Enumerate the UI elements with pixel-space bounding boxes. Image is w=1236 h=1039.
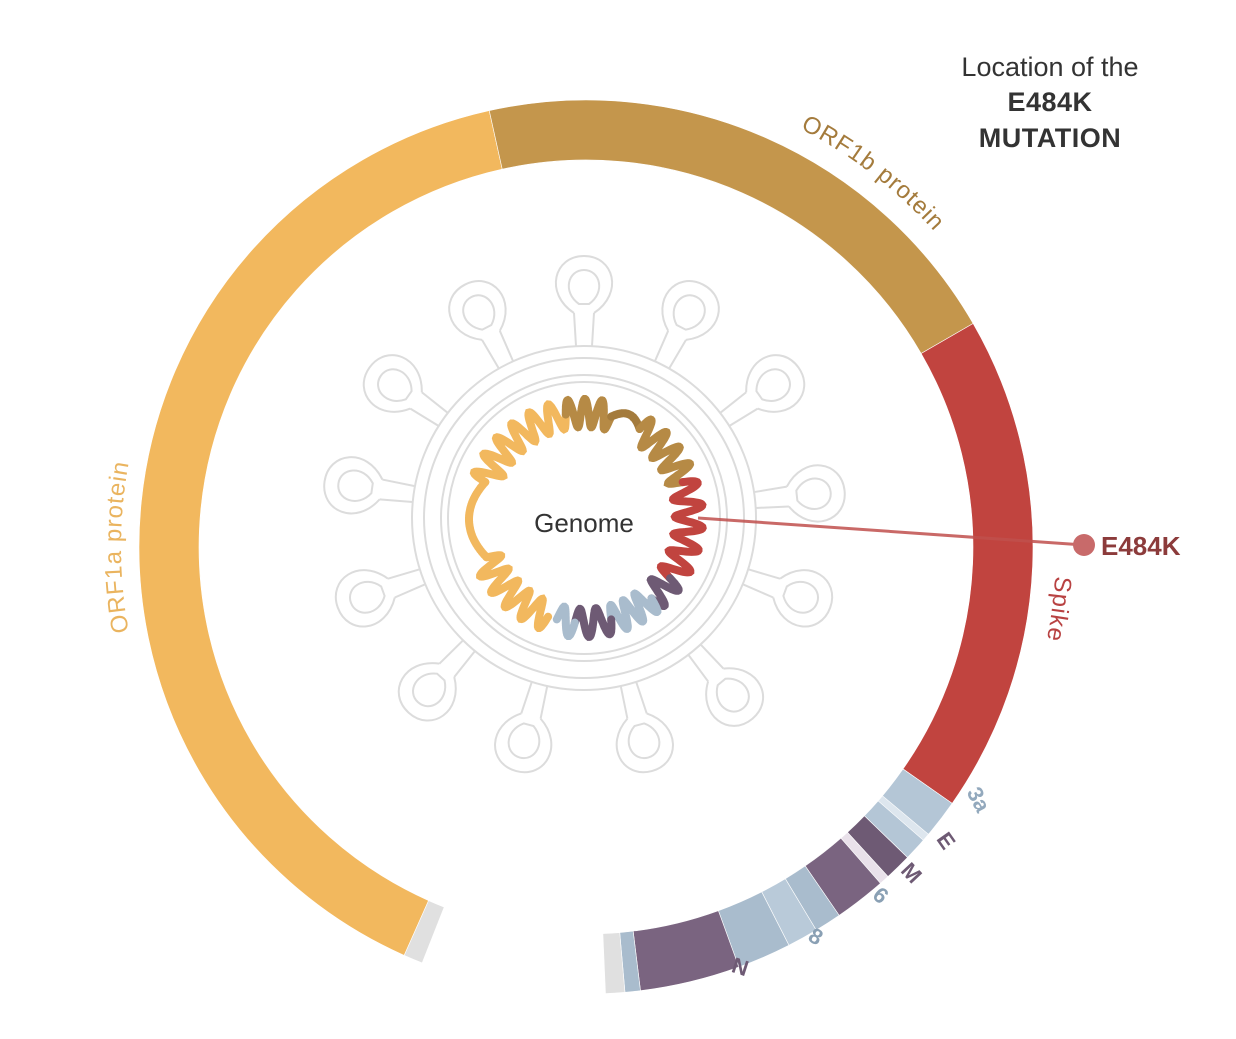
segment-label-spike: Spike: [1041, 575, 1076, 644]
ring-end-cap-end: [403, 900, 445, 964]
segment-label-n: N: [729, 953, 752, 982]
ring-segment-3a-stripe: [877, 795, 929, 841]
title-block: Location of the E484K MUTATION: [930, 50, 1170, 156]
segment-label-e: E: [932, 828, 961, 854]
ring-segment-orf1a: [138, 110, 503, 956]
ring-segment-spike: [902, 323, 1034, 804]
title-line-2: E484K: [1007, 87, 1093, 117]
genome-ring: [138, 99, 1034, 994]
mutation-pointer-line: [697, 516, 1085, 547]
center-label: Genome: [534, 508, 634, 538]
virus-outline-icon: [323, 254, 846, 774]
mutation-label: E484K: [1101, 531, 1181, 561]
segment-label-3a: 3a: [962, 783, 996, 817]
ring-segment-orf1b: [488, 99, 974, 354]
title-line-1: Location of the: [961, 52, 1139, 82]
ring-segment-n: [632, 910, 740, 992]
ring-end-cap-start: [602, 932, 626, 994]
segment-label-orf1a: ORF1a protein: [100, 459, 135, 636]
title-line-3: MUTATION: [978, 123, 1122, 153]
mutation-pointer-dot: [1073, 534, 1095, 556]
genome-coil: [465, 395, 707, 641]
